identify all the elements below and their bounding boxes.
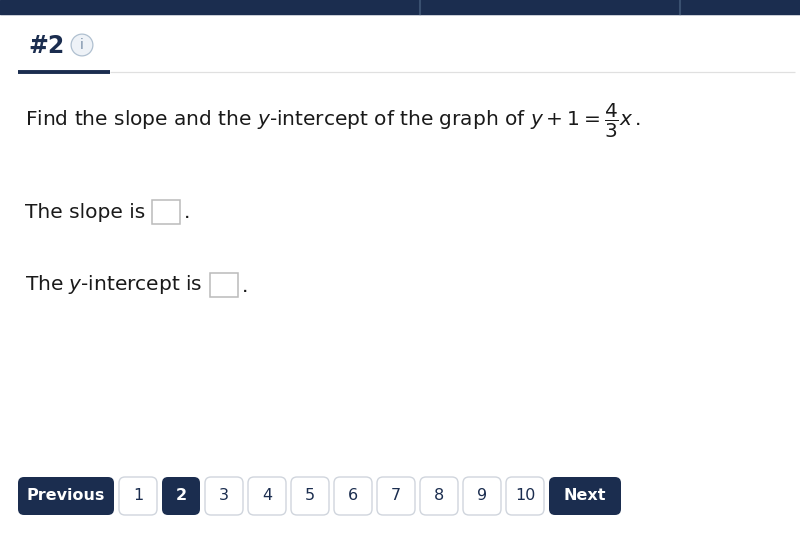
FancyBboxPatch shape [205,477,243,515]
FancyBboxPatch shape [248,477,286,515]
FancyBboxPatch shape [291,477,329,515]
Text: Next: Next [564,488,606,504]
Text: 10: 10 [515,488,535,504]
Text: 3: 3 [219,488,229,504]
Text: 5: 5 [305,488,315,504]
Text: Previous: Previous [27,488,105,504]
FancyBboxPatch shape [506,477,544,515]
Text: 9: 9 [477,488,487,504]
Text: .: . [184,203,190,222]
FancyBboxPatch shape [210,273,238,297]
FancyBboxPatch shape [119,477,157,515]
Text: .: . [242,277,248,295]
FancyBboxPatch shape [334,477,372,515]
Bar [0,0,800,14]
Text: 1: 1 [133,488,143,504]
Text: 6: 6 [348,488,358,504]
FancyBboxPatch shape [463,477,501,515]
Text: Find the slope and the $y$-intercept of the graph of $y + 1 = \dfrac{4}{3}x\,.$: Find the slope and the $y$-intercept of … [25,102,641,140]
FancyBboxPatch shape [549,477,621,515]
FancyBboxPatch shape [377,477,415,515]
FancyBboxPatch shape [420,477,458,515]
Text: 4: 4 [262,488,272,504]
FancyBboxPatch shape [162,477,200,515]
Text: 2: 2 [175,488,186,504]
Text: i: i [80,38,84,52]
Text: #2: #2 [28,34,64,58]
Text: 8: 8 [434,488,444,504]
FancyBboxPatch shape [18,477,114,515]
Text: The slope is: The slope is [25,203,146,221]
Text: 7: 7 [391,488,401,504]
FancyBboxPatch shape [152,200,180,224]
Text: The $y$-intercept is: The $y$-intercept is [25,273,202,296]
